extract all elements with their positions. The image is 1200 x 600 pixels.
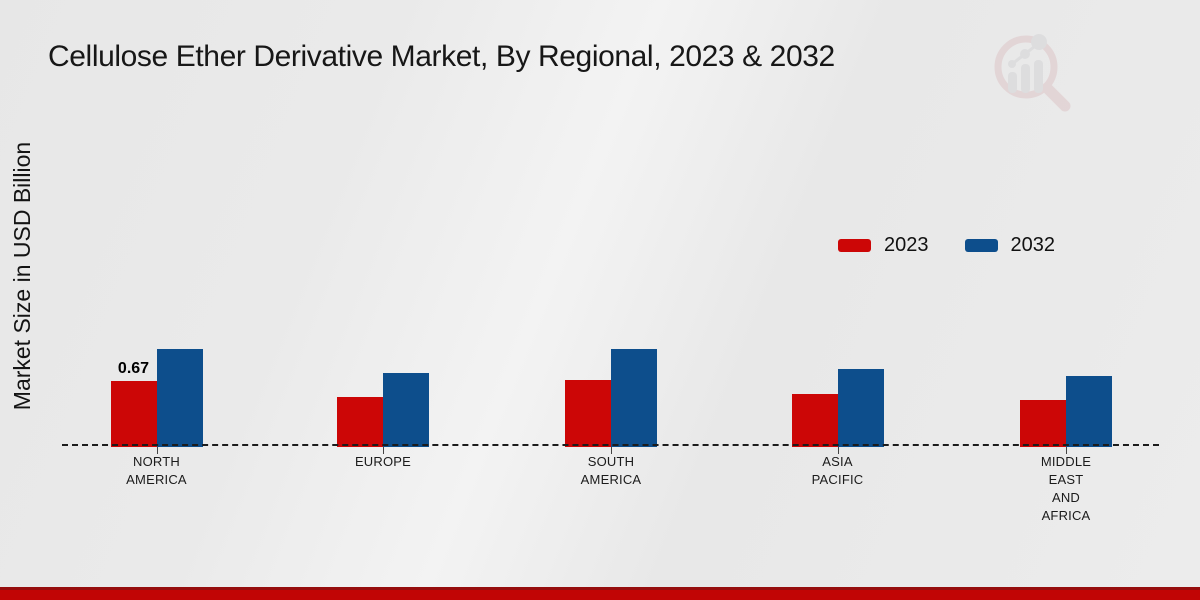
legend: 2023 2032 [838, 234, 1055, 257]
bar-2023-europe [337, 397, 383, 447]
x-axis-label-south-america: SOUTH AMERICA [580, 454, 642, 487]
x-axis-label-europe: EUROPE [354, 454, 412, 469]
footer-accent-band [0, 587, 1200, 600]
x-axis-tick-north-america [156, 447, 158, 454]
x-axis-label-middle-east-and-africa: MIDDLE EAST AND AFRICA [1040, 454, 1092, 523]
bar-2032-asia-pacific [837, 369, 884, 447]
x-axis-baseline [62, 444, 1159, 446]
x-axis-tick-middle-east-and-africa [1066, 447, 1067, 454]
chart-title: Cellulose Ether Derivative Market, By Re… [48, 40, 835, 73]
bar-2023-middle-east-and-africa [1020, 400, 1066, 447]
x-axis-label-asia-pacific: ASIA PACIFIC [811, 454, 864, 487]
x-axis-tick-south-america [611, 447, 612, 454]
legend-item-2023: 2023 [838, 234, 929, 257]
magnifier-chart-logo-icon [994, 34, 1071, 112]
legend-label-2032: 2032 [1010, 234, 1056, 256]
legend-swatch-2023 [838, 239, 871, 252]
legend-swatch-2032 [964, 239, 998, 252]
bar-2032-north-america [156, 349, 203, 447]
x-axis-label-north-america: NORTH AMERICA [126, 454, 187, 487]
bar-2032-middle-east-and-africa [1066, 376, 1112, 447]
bar-2023-south-america [565, 380, 611, 447]
x-axis-tick-asia-pacific [837, 447, 839, 454]
bar-2032-europe [383, 373, 429, 447]
bar-2023-north-america [110, 381, 157, 447]
bar-value-label-2023-north-america: 0.67 [117, 360, 150, 377]
bar-2032-south-america [611, 349, 657, 447]
legend-item-2032: 2032 [964, 234, 1056, 257]
bar-2023-asia-pacific [791, 394, 838, 447]
x-axis-tick-europe [383, 447, 384, 454]
legend-label-2023: 2023 [884, 234, 929, 256]
